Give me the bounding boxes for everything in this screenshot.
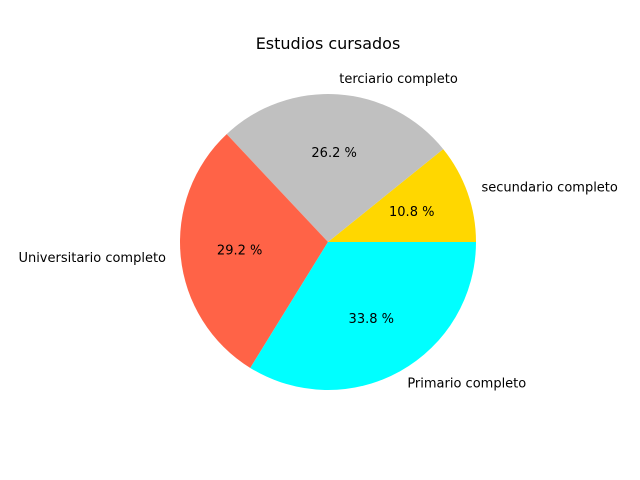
pie-slice-primario-completo xyxy=(250,242,476,391)
pct-label-universitario-completo: 29.2 % xyxy=(217,243,262,258)
pct-label-secundario-completo: 10.8 % xyxy=(389,205,434,220)
slice-label-primario-completo: Primario completo xyxy=(407,377,526,392)
chart-title: Estudios cursados xyxy=(256,34,401,53)
pct-label-primario-completo: 33.8 % xyxy=(349,312,394,327)
slice-label-universitario-completo: Universitario completo xyxy=(18,251,166,266)
pie-labels: secundario completo 10.8 % terciario compl… xyxy=(18,72,617,392)
pie-slice-universitario-completo xyxy=(179,134,328,368)
slice-label-terciario-completo: terciario completo xyxy=(339,72,458,87)
pct-label-terciario-completo: 26.2 % xyxy=(311,146,356,161)
pie-slice-secundario-completo xyxy=(328,149,476,242)
slice-label-secundario-completo: secundario completo xyxy=(482,180,618,195)
pie-slices xyxy=(179,94,476,391)
pie-slice-terciario-completo xyxy=(226,94,444,242)
